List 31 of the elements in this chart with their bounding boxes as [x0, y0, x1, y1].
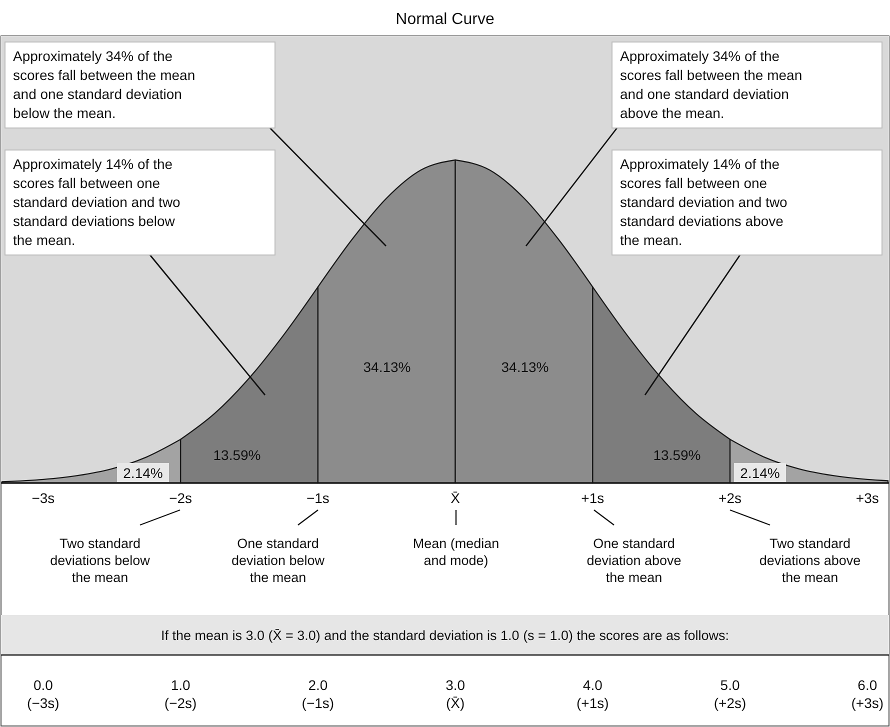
text: Approximately 34% of the scores fall between the mean and one standard deviation above the mean. — [620, 48, 802, 121]
annotation: 13.59% — [213, 447, 261, 463]
text: 0.0 (−3s) — [27, 677, 60, 711]
chart-title: Normal Curve — [396, 11, 494, 28]
annotation: 2.14% — [740, 465, 780, 481]
annotation: Approximately 14% of the scores fall between one standard deviation and two standard deviations above the mean. — [620, 156, 788, 248]
x-tick-label: −3s — [32, 490, 55, 506]
text: One standard deviation below the mean — [231, 536, 325, 585]
text: 3.0 (X̄) — [446, 677, 466, 711]
text: Two standard deviations below the mean — [50, 536, 150, 585]
text: If the mean is 3.0 (X̄ = 3.0) and the standard deviation is 1.0 (s = 1.0) the scores are as follows: — [160, 628, 730, 643]
x-tick-label: +1s — [581, 490, 604, 506]
text: Approximately 34% of the scores fall between the mean and one standard deviation below the mean. — [13, 48, 196, 121]
text: 5.0 (+2s) — [714, 677, 746, 711]
annotation: Approximately 14% of the scores fall between one standard deviation and two standard deviations below the mean. — [13, 156, 181, 248]
text: Mean (median and mode) — [412, 536, 500, 568]
x-tick-label: +2s — [718, 490, 742, 506]
x-tick-label: X̄ — [450, 490, 461, 506]
annotation: 2.14% — [123, 465, 163, 481]
x-tick-label: −1s — [306, 490, 330, 506]
text: 4.0 (+1s) — [576, 677, 609, 711]
text: 1.0 (−2s) — [164, 677, 197, 711]
x-tick-label: +3s — [856, 490, 879, 506]
text: 6.0 (+3s) — [851, 677, 884, 711]
text: 2.0 (−1s) — [302, 677, 334, 711]
annotation: 34.13% — [363, 359, 411, 375]
text: Two standard deviations above the mean — [759, 536, 861, 585]
annotation: 13.59% — [653, 447, 701, 463]
x-tick-label: −2s — [169, 490, 192, 506]
text: One standard deviation above the mean — [586, 536, 682, 585]
annotation: 34.13% — [501, 359, 549, 375]
